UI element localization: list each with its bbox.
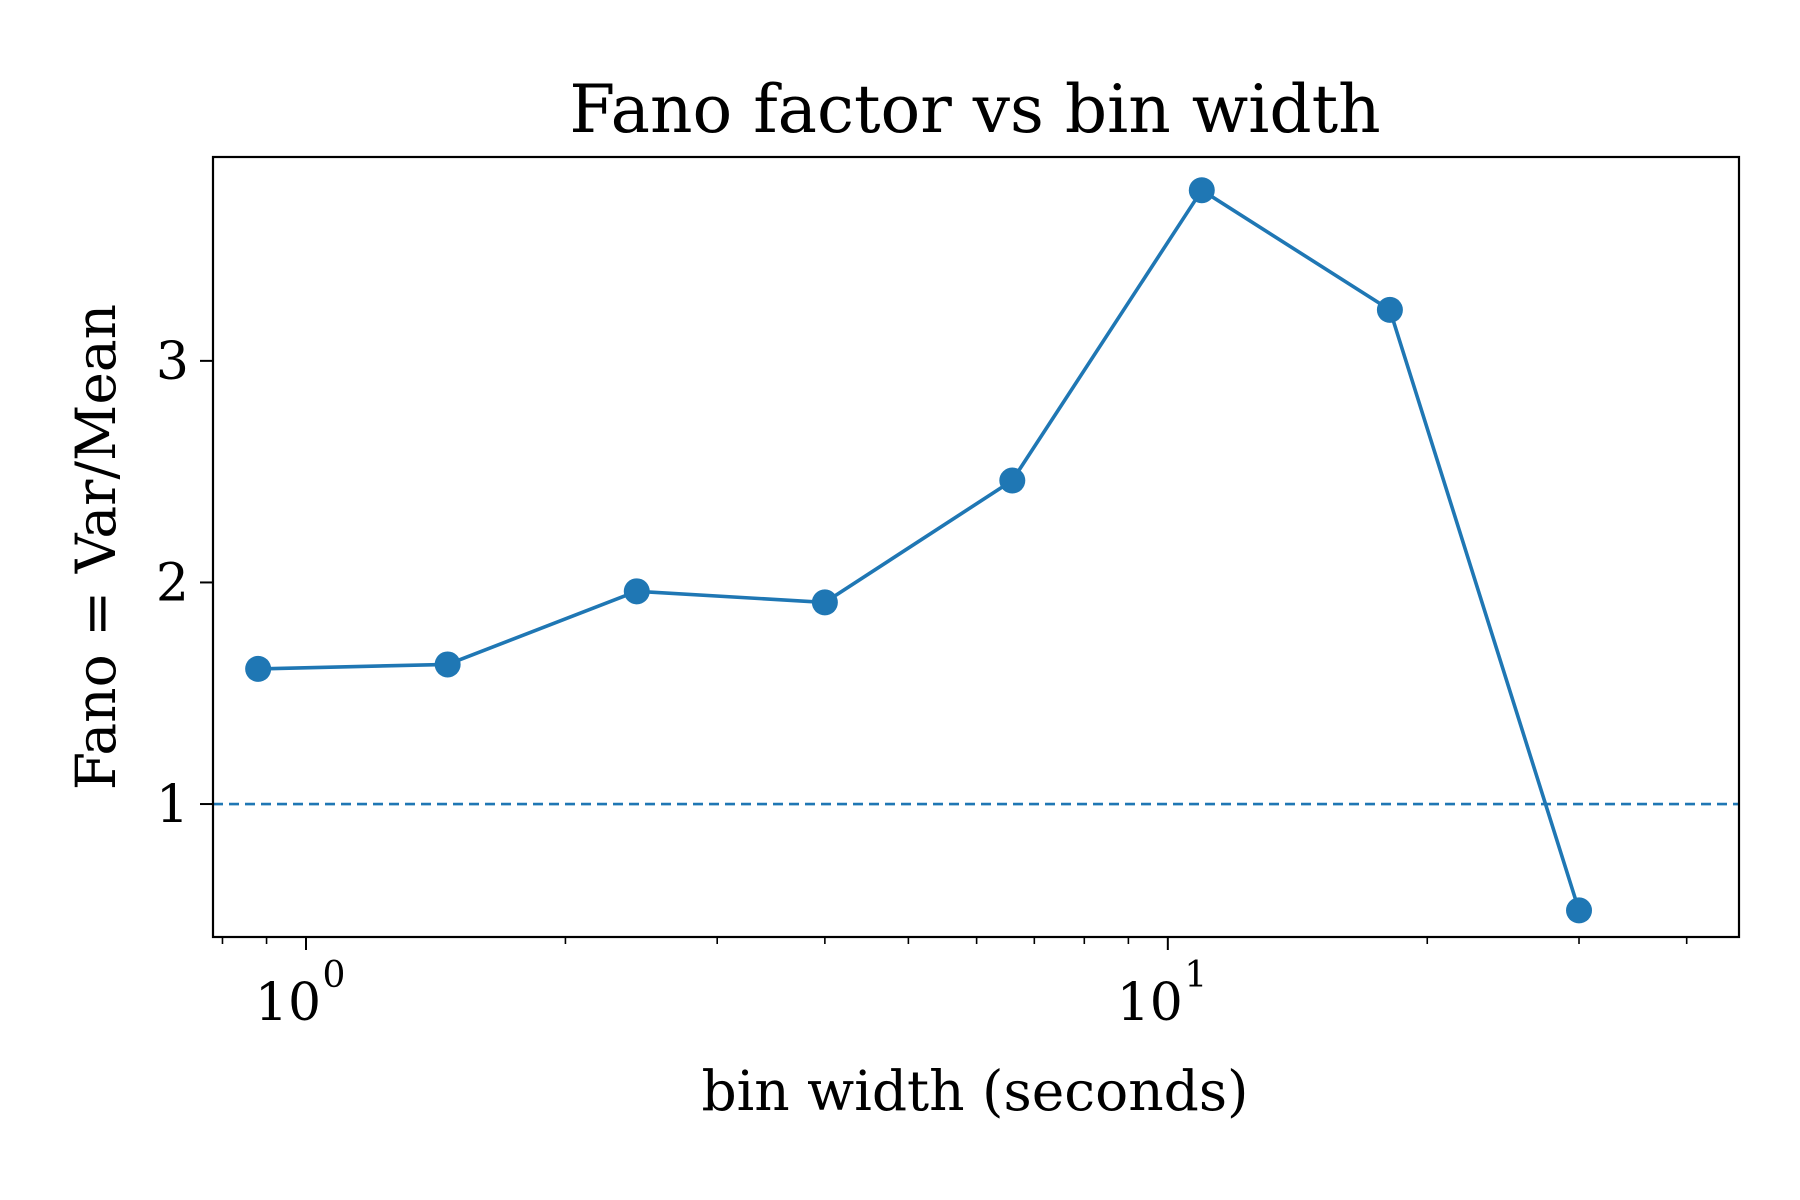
data-point-0-6 <box>1376 296 1403 323</box>
series-line-0 <box>258 188 1581 911</box>
data-point-0-4 <box>999 467 1026 494</box>
data-point-0-0 <box>245 655 272 682</box>
x-tick-label-0: 10 <box>255 973 321 1033</box>
plot-frame <box>211 155 1741 939</box>
plot-area <box>213 177 1739 924</box>
data-point-0-3 <box>811 589 838 616</box>
data-point-0-7 <box>1566 897 1593 924</box>
y-axis: 1 2 3 <box>156 332 213 835</box>
x-axis-label: bin width (seconds) <box>701 1059 1248 1123</box>
x-tick-exponent-0: 0 <box>323 955 346 996</box>
y-tick-label-1: 2 <box>156 553 189 613</box>
x-tick-exponent-1: 1 <box>1184 955 1207 996</box>
x-tick-label-1: 10 <box>1117 973 1183 1033</box>
y-tick-label-2: 3 <box>156 332 189 392</box>
data-point-0-5 <box>1188 177 1215 204</box>
y-tick-label-0: 1 <box>156 775 189 835</box>
data-point-0-1 <box>434 651 461 678</box>
data-point-0-2 <box>623 578 650 605</box>
chart-title: Fano factor vs bin width <box>569 71 1380 148</box>
y-axis-label: Fano = Var/Mean <box>64 304 128 790</box>
x-axis: 10 0 10 1 <box>221 937 1688 1033</box>
